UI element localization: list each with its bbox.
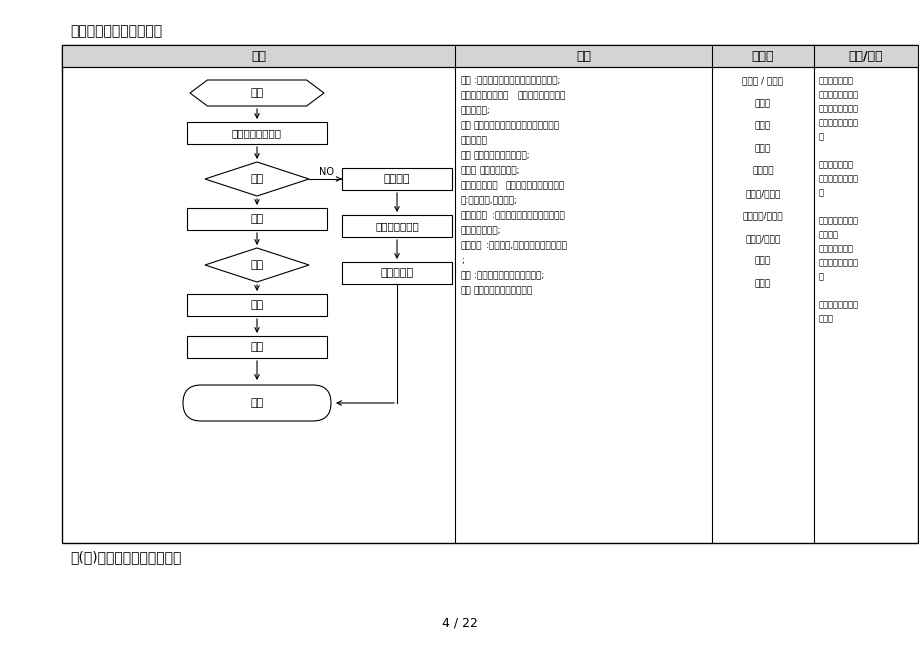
Text: 《送检通知书》: 《送检通知书》 [818,245,853,253]
Text: 》: 》 [818,189,823,197]
Text: 检验员/仓管员: 检验员/仓管员 [744,234,780,243]
Text: 格:交予仓库,退货处理;: 格:交予仓库,退货处理; [460,197,517,206]
Bar [187,336,326,358]
Polygon shape [205,248,309,282]
Text: 统计》: 统计》 [818,314,834,324]
Text: 知会仓库，退货: 知会仓库，退货 [375,221,418,231]
Text: NO: NO [319,167,335,177]
Text: 存档: 存档 [460,286,471,296]
Text: 《每月原材料质量: 《每月原材料质量 [818,301,858,309]
Text: 仓管员: 仓管员 [754,256,770,266]
Text: 知会采购部: 知会采购部 [460,212,487,221]
Text: :抽检合格,填写送检单，交予仓库: :抽检合格,填写送检单，交予仓库 [485,242,566,251]
Polygon shape [205,162,309,196]
Text: 检验员: 检验员 [754,122,770,130]
Text: 判定: 判定 [250,174,264,184]
Bar [342,262,451,284]
Bar [62,45,917,67]
Text: 品检验报告;: 品检验报告; [460,107,490,115]
Polygon shape [190,80,323,106]
Bar [187,294,326,316]
Text: 《送检通知单》: 《送检通知单》 [818,77,853,85]
Bar [62,45,917,543]
Text: 《原材料检验报告: 《原材料检验报告 [818,258,858,268]
Bar [342,168,451,190]
Text: 《质量内部联络单: 《质量内部联络单 [818,174,858,184]
Text: 检验员: 检验员 [754,99,770,108]
Text: ：所有文件检验记录存档: ：所有文件检验记录存档 [473,286,532,296]
Text: 4 / 22: 4 / 22 [442,616,477,630]
Text: 《送检通知单》: 《送检通知单》 [818,161,853,169]
Text: 通知主管: 通知主管 [383,174,410,184]
Text: 入仓: 入仓 [460,271,471,281]
Text: 查看产品的检验报告: 查看产品的检验报告 [460,92,509,100]
Text: 检验员: 检验员 [754,144,770,153]
Bar [342,215,451,237]
FancyBboxPatch shape [183,385,331,421]
Text: 品管主管: 品管主管 [752,167,773,176]
Text: 原(辅)料领用、退库工作流程: 原(辅)料领用、退库工作流程 [70,550,181,564]
Text: 不合格: 不合格 [460,167,477,176]
Text: 抽检合格: 抽检合格 [460,242,482,251]
Bar [187,122,326,144]
Text: :与采购部沟通该供应商提供该: :与采购部沟通该供应商提供该 [492,212,564,221]
Text: 记录/参考: 记录/参考 [847,49,882,62]
Text: 检验员: 检验员 [754,279,770,288]
Text: 进料: 进料 [250,88,264,98]
Text: 进料: 进料 [460,77,471,85]
Text: 存档: 存档 [250,398,264,408]
Text: ;: ; [460,256,463,266]
Text: 》: 》 [818,273,823,281]
Text: 合格: 合格 [250,300,264,310]
Text: 进料工作流程图（品管）: 进料工作流程图（品管） [70,24,162,38]
Text: :收到仓库的送检通知单，准备验收;: :收到仓库的送检通知单，准备验收; [473,77,560,85]
Text: 检验员/仓管员: 检验员/仓管员 [744,189,780,198]
Text: 《原材料内控标准: 《原材料内控标准 [818,118,858,128]
Text: 知会仓库，退货: 知会仓库，退货 [460,182,498,191]
Text: ：报告合格再抽样检验;: ：报告合格再抽样检验; [473,152,529,161]
Text: 品管主管/供应部: 品管主管/供应部 [742,212,782,221]
Text: ：在送检通知单填写不合: ：在送检通知单填写不合 [505,182,563,191]
Text: 知会采购部: 知会采购部 [380,268,414,278]
Text: 合格: 合格 [250,214,264,224]
Text: ：检查产品检验报告上的各指标是否: ：检查产品检验报告上的各指标是否 [473,122,559,130]
Text: 合格: 合格 [460,152,471,161]
Text: 符合要求；: 符合要求； [460,137,487,146]
Text: 》: 》 [818,133,823,141]
Text: 批次产品的问题;: 批次产品的问题; [460,227,501,236]
Text: 叙述: 叙述 [575,49,590,62]
Text: :仓库接到送检单，安排入仓;: :仓库接到送检单，安排入仓; [473,271,543,281]
Text: 抽检: 抽检 [250,260,264,270]
Text: ：通知品管主管;: ：通知品管主管; [480,167,520,176]
Text: 记录表》: 记录表》 [818,230,838,240]
Bar [187,208,326,230]
Text: 负责人: 负责人 [751,49,774,62]
Text: 《产品检验报告》: 《产品检验报告》 [818,90,858,100]
Text: 入仓: 入仓 [250,342,264,352]
Text: 《产品检验报告》: 《产品检验报告》 [818,105,858,113]
Text: 查看产品检验报告: 查看产品检验报告 [232,128,282,138]
Text: 《供应商每批供应: 《供应商每批供应 [818,217,858,225]
Text: 流程: 流程 [251,49,266,62]
Text: 判定: 判定 [460,122,471,130]
Text: ：要求供应商提供产: ：要求供应商提供产 [517,92,565,100]
Text: 仓管员 / 检验员: 仓管员 / 检验员 [742,77,783,85]
